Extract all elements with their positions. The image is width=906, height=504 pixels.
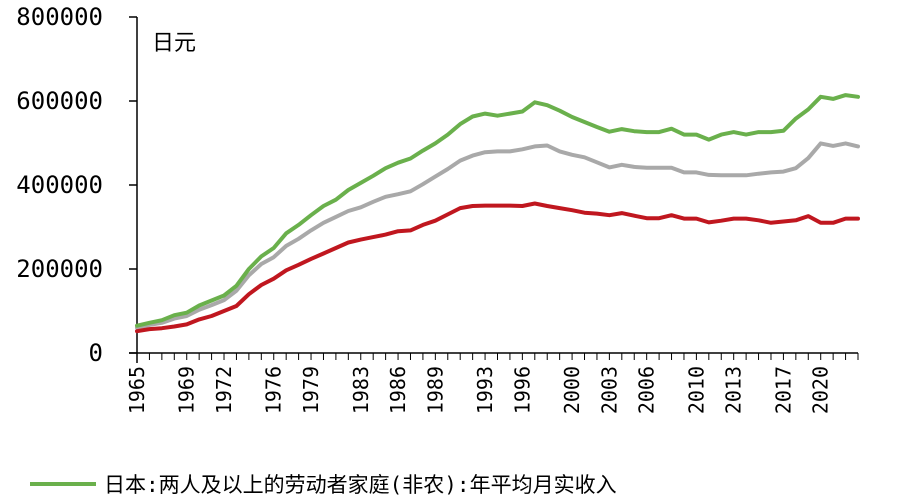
x-tick-label: 1983 <box>349 366 373 414</box>
y-tick-label: 0 <box>89 339 103 367</box>
x-tick-label: 1972 <box>212 366 236 414</box>
x-tick-label: 1993 <box>473 366 497 414</box>
x-tick-label: 1976 <box>262 366 286 414</box>
x-tick-label: 1989 <box>423 366 447 414</box>
y-tick-label: 600000 <box>16 87 103 115</box>
y-tick-label: 400000 <box>16 171 103 199</box>
y-axis-unit-label: 日元 <box>152 31 196 56</box>
series-line-2 <box>135 201 860 334</box>
x-tick-label: 1986 <box>386 366 410 414</box>
x-tick-label: 2010 <box>684 366 708 414</box>
y-tick-label: 200000 <box>16 255 103 283</box>
y-tick-labels: 0 200000 400000 600000 800000 <box>16 3 103 367</box>
x-tick-label: 2013 <box>722 366 746 414</box>
series-line-1 <box>135 141 860 330</box>
x-tick-label: 2003 <box>597 366 621 414</box>
x-tick-labels: 1965 1969 1972 1976 1979 1983 1986 1989 1993 1996… <box>125 366 833 414</box>
x-tick-label: 2006 <box>635 366 659 414</box>
x-tick-label: 1979 <box>299 366 323 414</box>
legend: 日本:两人及以上的劳动者家庭(非农):年平均月实收入 <box>30 473 617 497</box>
series-line-0 <box>135 93 860 328</box>
axes <box>129 16 859 363</box>
legend-label: 日本:两人及以上的劳动者家庭(非农):年平均月实收入 <box>104 473 617 497</box>
x-tick-label: 2000 <box>560 366 584 414</box>
y-tick-label: 800000 <box>16 3 103 31</box>
x-tick-label: 1996 <box>510 366 534 414</box>
x-tick-label: 1965 <box>125 366 149 414</box>
series-lines <box>135 93 860 334</box>
x-tick-label: 2017 <box>771 366 795 414</box>
x-tick-label: 2020 <box>809 366 833 414</box>
x-tick-label: 1969 <box>175 366 199 414</box>
